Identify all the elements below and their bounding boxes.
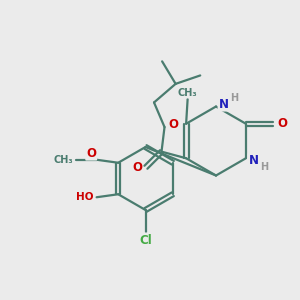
Text: CH₃: CH₃ <box>53 155 73 165</box>
Text: HO: HO <box>76 192 94 202</box>
Text: H: H <box>230 93 239 103</box>
Text: N: N <box>248 154 258 167</box>
Text: O: O <box>278 117 287 130</box>
Text: O: O <box>132 161 142 174</box>
Text: O: O <box>86 147 96 160</box>
Text: H: H <box>260 162 268 172</box>
Text: O: O <box>168 118 178 131</box>
Text: CH₃: CH₃ <box>178 88 197 98</box>
Text: N: N <box>218 98 229 111</box>
Text: Cl: Cl <box>139 233 152 247</box>
